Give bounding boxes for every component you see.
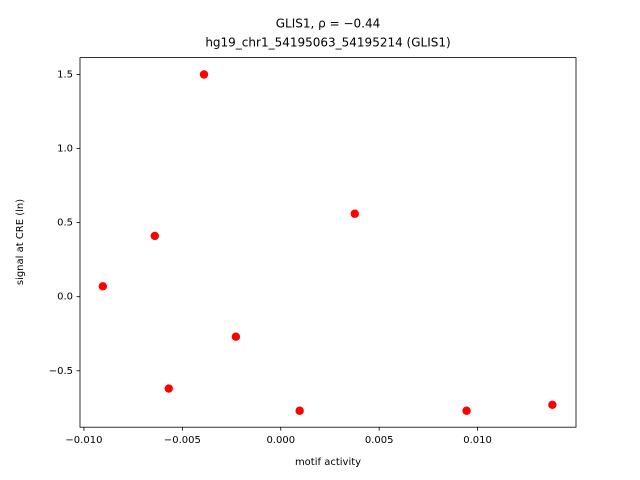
x-tick-label: 0.000 — [266, 435, 295, 446]
y-tick-label: −0.5 — [49, 366, 73, 377]
point — [350, 209, 359, 218]
point — [98, 282, 108, 291]
x-tick-label: 0.010 — [463, 435, 492, 446]
y-axis-label: signal at CRE (ln) — [15, 199, 26, 285]
point — [199, 70, 209, 79]
y-tick-label: 1.5 — [57, 69, 73, 80]
x-tick-label: −0.010 — [65, 435, 102, 446]
point — [164, 384, 173, 393]
point — [150, 231, 159, 241]
y-tick-label: 0.5 — [57, 218, 73, 229]
y-tick-label: 0.0 — [57, 292, 73, 303]
axes-frame — [79, 57, 577, 428]
point — [548, 400, 557, 410]
chart-title: GLIS1, ρ = −0.44 — [276, 17, 380, 31]
y-tick-label: 1.0 — [57, 144, 73, 155]
chart-subtitle: hg19_chr1_54195063_54195214 (GLIS1) — [205, 36, 450, 50]
point — [231, 332, 241, 341]
point — [295, 406, 304, 415]
x-axis-label: motif activity — [295, 457, 361, 468]
point — [462, 406, 471, 415]
x-tick-label: −0.005 — [164, 435, 201, 446]
x-tick-label: 0.005 — [365, 435, 394, 446]
